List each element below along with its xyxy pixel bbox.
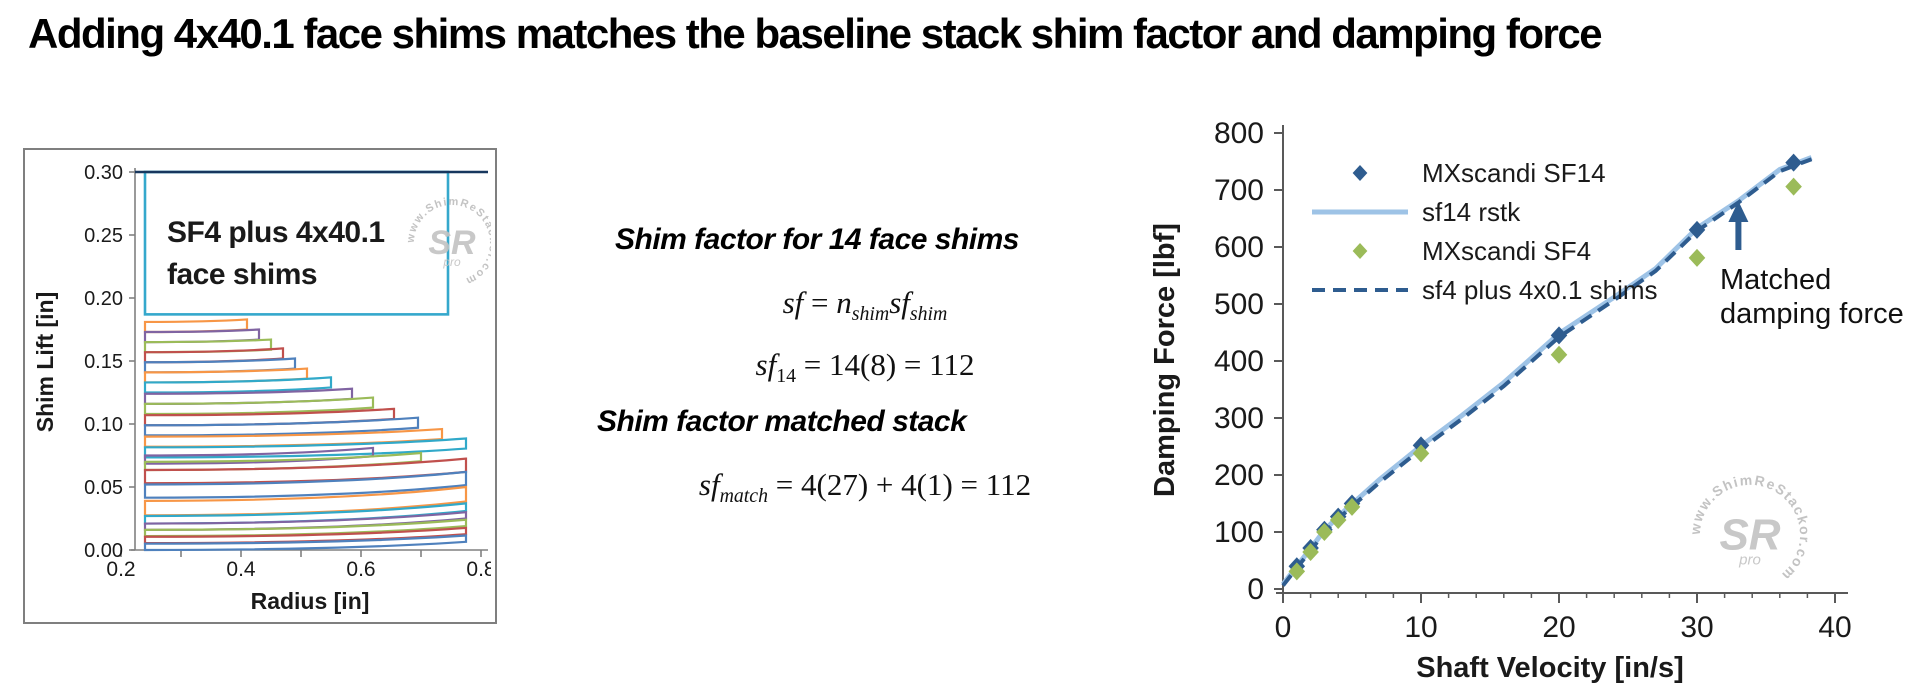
right-chart-tick-labels: 0 100 200 300 400 500 600 700 800 0 10 20 30 40 [1214, 117, 1852, 644]
svg-text:MXscandi SF14: MXscandi SF14 [1422, 158, 1606, 188]
svg-text:Matched: Matched [1720, 264, 1831, 296]
svg-text:0.8: 0.8 [466, 558, 491, 581]
svg-text:MXscandi SF4: MXscandi SF4 [1422, 236, 1591, 266]
svg-text:0.4: 0.4 [226, 558, 256, 581]
svg-text:SR: SR [428, 224, 476, 262]
heading-shim-factor-14-face-shims: Shim factor for 14 face shims [615, 223, 1019, 256]
svg-text:face shims: face shims [167, 258, 317, 291]
svg-text:sf4 plus 4x0.1 shims: sf4 plus 4x0.1 shims [1422, 275, 1658, 305]
formula-segment: = 14(8) = 112 [796, 347, 975, 382]
svg-text:0.2: 0.2 [106, 558, 135, 581]
svg-text:400: 400 [1214, 345, 1264, 378]
svg-text:500: 500 [1214, 288, 1264, 321]
formula-segment: shim [851, 303, 890, 326]
slide-title: Adding 4x40.1 face shims matches the bas… [28, 10, 1603, 57]
chart-legend: MXscandi SF14 sf14 rstk MXscandi SF4 sf4 pl… [1312, 158, 1658, 305]
svg-text:0.15: 0.15 [84, 351, 123, 373]
legend-item-sf14-rstk: sf14 rstk [1312, 197, 1521, 227]
left-chart-tick-labels: 0.2 0.4 0.6 0.8 0.00 0.05 0.10 0.15 0.20 0.25 0.30 [84, 162, 496, 581]
legend-item-sf4-plus-4x0-1-shims: sf4 plus 4x0.1 shims [1312, 275, 1658, 305]
svg-text:0.00: 0.00 [84, 540, 123, 562]
face-shim-annotation: SF4 plus 4x40.1 face shims [167, 216, 385, 291]
shim-stack-chart: 0.2 0.4 0.6 0.8 0.00 0.05 0.10 0.15 0.20 0.25 0.30… [32, 162, 498, 614]
formula-sf-match: sfmatch = 4(27) + 4(1) = 112 [595, 467, 1135, 508]
up-arrow-icon [1728, 201, 1749, 222]
left-y-axis-title: Shim Lift [in] [32, 292, 58, 433]
svg-text:800: 800 [1214, 117, 1264, 150]
formula-segment: n [836, 285, 852, 320]
svg-text:300: 300 [1214, 402, 1264, 435]
formula-segment: shim [909, 303, 948, 326]
formula-segment: sf [698, 467, 720, 502]
formula-shim-factor-general: sf = nshimsfshim [595, 285, 1135, 326]
svg-text:SF4 plus 4x40.1: SF4 plus 4x40.1 [167, 216, 385, 249]
series-points-mxscandi-sf4 [1288, 177, 1802, 581]
svg-text:0.20: 0.20 [84, 288, 123, 310]
left-x-axis-title: Radius [in] [251, 588, 370, 614]
formula-segment: sf [755, 347, 777, 382]
formula-segment: sf [782, 285, 804, 320]
heading-shim-factor-matched-stack: Shim factor matched stack [597, 405, 967, 438]
legend-item-mxscandi-sf4: MXscandi SF4 [1352, 236, 1591, 266]
right-x-axis-title: Shaft Velocity [in/s] [1416, 652, 1684, 684]
svg-text:pro: pro [1738, 552, 1761, 569]
svg-text:600: 600 [1214, 231, 1264, 264]
svg-text:0: 0 [1247, 573, 1264, 606]
right-y-axis-title: Damping Force [lbf] [1150, 223, 1181, 497]
svg-text:200: 200 [1214, 459, 1264, 492]
formula-block: Shim factor for 14 face shims sf = nshim… [595, 215, 1135, 535]
svg-text:0.10: 0.10 [84, 414, 123, 436]
formula-sf14: sf14 = 14(8) = 112 [595, 347, 1135, 388]
series-line-sf14-rstk [1281, 155, 1813, 586]
svg-text:damping force: damping force [1720, 298, 1904, 330]
svg-text:40: 40 [1818, 611, 1851, 644]
shim-outlines [143, 318, 468, 552]
formula-segment: = [803, 285, 837, 320]
formula-segment: = 4(27) + 4(1) = 112 [768, 467, 1032, 502]
formula-segment: match [719, 485, 769, 508]
svg-text:pro: pro [442, 255, 461, 269]
face-shims-block [143, 170, 450, 316]
svg-text:0.25: 0.25 [84, 225, 123, 247]
svg-text:30: 30 [1680, 611, 1713, 644]
right-chart-axes [1274, 125, 1848, 603]
svg-text:10: 10 [1404, 611, 1437, 644]
formula-segment: 14 [776, 365, 797, 388]
svg-text:0: 0 [1275, 611, 1292, 644]
svg-text:0.6: 0.6 [346, 558, 375, 581]
shim-stack-chart-panel: 0.2 0.4 0.6 0.8 0.00 0.05 0.10 0.15 0.20 0.25 0.30… [23, 148, 498, 624]
svg-text:0.30: 0.30 [84, 162, 123, 184]
svg-text:20: 20 [1542, 611, 1575, 644]
svg-text:0.05: 0.05 [84, 477, 123, 499]
svg-text:100: 100 [1214, 516, 1264, 549]
svg-text:700: 700 [1214, 174, 1264, 207]
legend-item-mxscandi-sf14: MXscandi SF14 [1352, 158, 1606, 188]
svg-text:sf14 rstk: sf14 rstk [1422, 197, 1521, 227]
svg-text:SR: SR [1719, 511, 1780, 560]
damping-force-chart: 0 100 200 300 400 500 600 700 800 0 10 20 30 40 Shaft … [1150, 117, 1904, 684]
formula-segment: sf [889, 285, 910, 320]
